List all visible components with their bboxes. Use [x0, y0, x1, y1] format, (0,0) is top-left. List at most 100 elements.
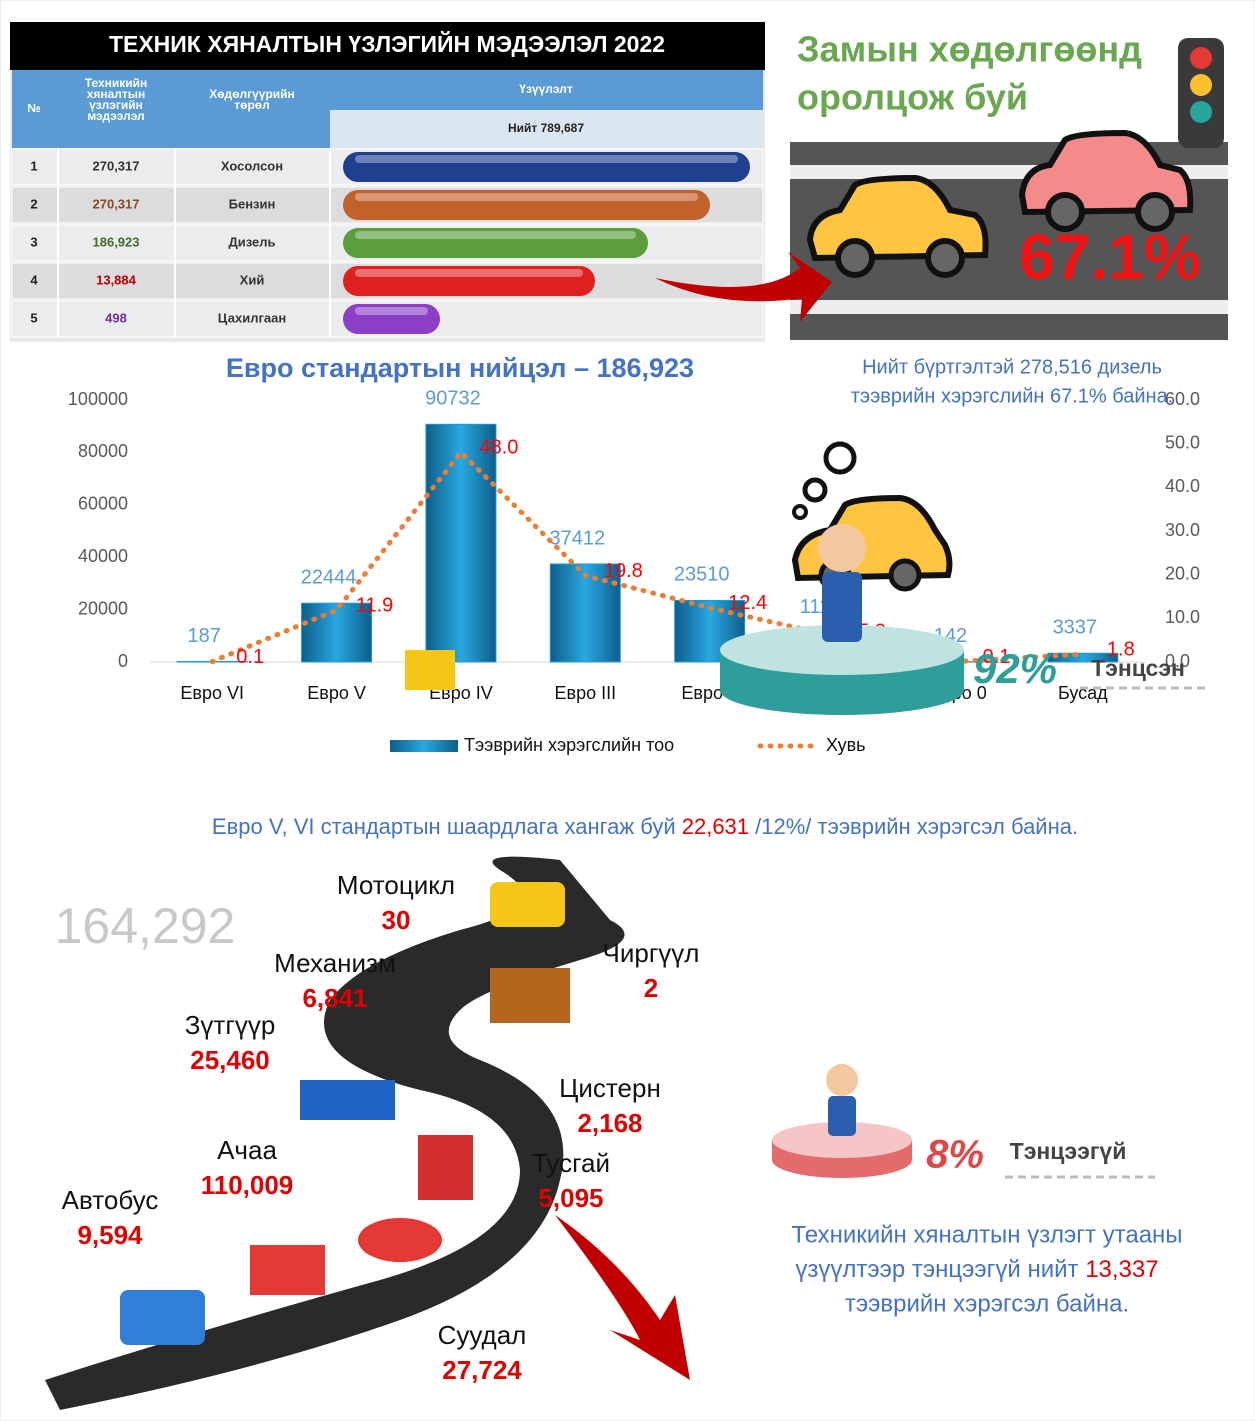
- row-number: 4: [30, 272, 38, 287]
- fire-truck: [418, 1135, 473, 1200]
- light: [1190, 101, 1212, 123]
- note-number: 22,631: [682, 814, 749, 839]
- inspection-note: Техникийн хяналтын үзлэгт утааны: [791, 1221, 1182, 1248]
- infographic: ТЕХНИК ХЯНАЛТЫН ҮЗЛЭГИЙН МЭДЭЭЛЭЛ 2022 №…: [0, 0, 1255, 1421]
- row-count: 270,317: [93, 158, 140, 173]
- bar-value-label: 90732: [425, 388, 481, 410]
- item-value: 2,168: [577, 1108, 642, 1138]
- item-value: 27,724: [442, 1355, 522, 1385]
- loader: [405, 650, 455, 690]
- row-number: 1: [30, 158, 37, 173]
- failed-label: Тэнцээгүй: [1010, 1138, 1127, 1164]
- person: [822, 572, 862, 642]
- person: [818, 524, 866, 572]
- passed-share: 92%: [973, 645, 1057, 692]
- bar-value-label: 187: [188, 625, 221, 647]
- y-tick-label: 60000: [78, 494, 128, 514]
- item-label: Суудал: [438, 1320, 527, 1350]
- note-text: үзүүлтээр тэнцээгүй нийт: [795, 1256, 1085, 1283]
- item-value: 9,594: [77, 1220, 143, 1250]
- row-bar-shine: [355, 231, 636, 239]
- person: [828, 1096, 856, 1136]
- item-value: 2: [644, 973, 658, 1003]
- road-total: 164,292: [55, 898, 236, 954]
- person: [826, 1064, 858, 1096]
- light: [1190, 74, 1212, 96]
- item-value: 6,841: [302, 983, 367, 1013]
- note-text: /12%/ тээврийн хэрэгсэл байна.: [749, 814, 1078, 839]
- row-bar-shine: [355, 193, 698, 201]
- x-tick-label: Евро III: [555, 683, 617, 703]
- item-value: 110,009: [201, 1170, 294, 1200]
- row-bar-shine: [355, 155, 738, 163]
- line-value-label: 0.1: [236, 646, 264, 668]
- line-value-label: 12.4: [728, 592, 767, 614]
- legend-swatch: [390, 740, 458, 752]
- x-tick-label: Евро V: [307, 683, 366, 703]
- row-type: Хосолсон: [221, 158, 283, 173]
- item-label: Зүтгүүр: [185, 1010, 276, 1040]
- header: №: [27, 101, 40, 115]
- tractor-truck: [300, 1080, 395, 1120]
- note-number: 13,337: [1085, 1256, 1158, 1283]
- item-label: Ачаа: [217, 1135, 277, 1165]
- truck: [250, 1245, 325, 1295]
- y-tick-label: 20000: [78, 598, 128, 618]
- bar-value-label: 3337: [1053, 617, 1098, 639]
- bar-value-label: 22444: [301, 566, 357, 588]
- item-label: Чиргүүл: [603, 938, 700, 968]
- y2-tick-label: 50.0: [1165, 432, 1200, 452]
- y-tick-label: 100000: [68, 389, 128, 409]
- row-type: Бензин: [229, 196, 276, 211]
- item-label: Тусгай: [532, 1148, 610, 1178]
- item-value: 5,095: [538, 1183, 603, 1213]
- failed-share: 8%: [926, 1133, 984, 1177]
- legend-label: Тээврийн хэрэгслийн тоо: [464, 735, 674, 755]
- header: Үзүүлэлт: [519, 82, 573, 96]
- bar: [426, 424, 496, 662]
- header-bg: [12, 70, 330, 148]
- x-tick-label: Евро VI: [180, 683, 244, 703]
- traffic-note: Нийт бүртгэлтэй 278,516 дизель: [862, 356, 1162, 378]
- legend-label: Хувь: [826, 735, 866, 755]
- inspection-note: үзүүлтээр тэнцээгүй нийт 13,337: [795, 1256, 1158, 1283]
- row-type: Цахилгаан: [218, 310, 286, 325]
- y-tick-label: 0: [118, 651, 128, 671]
- y2-tick-label: 20.0: [1165, 563, 1200, 583]
- row-count: 270,317: [93, 196, 140, 211]
- item-value: 30: [382, 905, 411, 935]
- row-bar-shine: [355, 269, 583, 277]
- road-stripe: [790, 300, 1228, 314]
- row-bar-shine: [355, 307, 428, 315]
- line-value-label: 11.9: [356, 594, 393, 616]
- light: [1190, 47, 1212, 69]
- item-label: Автобус: [62, 1185, 159, 1215]
- traffic-share: 67.1%: [1019, 221, 1200, 293]
- row-number: 5: [30, 310, 37, 325]
- line-value-label: 19.8: [604, 560, 643, 582]
- y2-tick-label: 40.0: [1165, 476, 1200, 496]
- y2-tick-label: 60.0: [1165, 389, 1200, 409]
- item-label: Механизм: [274, 948, 396, 978]
- euro-note: Евро V, VI стандартын шаардлага хангаж б…: [212, 814, 1078, 839]
- chart-title: Евро стандартын нийцэл – 186,923: [226, 353, 694, 383]
- line-value-label: 48.0: [479, 437, 518, 459]
- passed-label: Тэнцсэн: [1091, 655, 1185, 681]
- note-text: Евро V, VI стандартын шаардлага хангаж б…: [212, 814, 682, 839]
- table: ТЕХНИК ХЯНАЛТЫН ҮЗЛЭГИЙН МЭДЭЭЛЭЛ 2022 №…: [10, 22, 765, 342]
- traffic-title: оролцож буй: [797, 77, 1028, 118]
- item-value: 25,460: [190, 1045, 270, 1075]
- y2-tick-label: 30.0: [1165, 520, 1200, 540]
- bar-value-label: 23510: [674, 564, 730, 586]
- row-type: Дизель: [228, 234, 275, 249]
- inspection-note: тээврийн хэрэгсэл байна.: [845, 1290, 1129, 1317]
- row-count: 498: [105, 310, 127, 325]
- row-type: Хий: [240, 272, 265, 287]
- y-tick-label: 80000: [78, 441, 128, 461]
- row-count: 13,884: [96, 272, 137, 287]
- traffic-title: Замын хөдөлгөөнд: [797, 29, 1142, 70]
- y2-tick-label: 10.0: [1165, 607, 1200, 627]
- row-number: 2: [30, 196, 37, 211]
- tanker: [490, 968, 570, 1023]
